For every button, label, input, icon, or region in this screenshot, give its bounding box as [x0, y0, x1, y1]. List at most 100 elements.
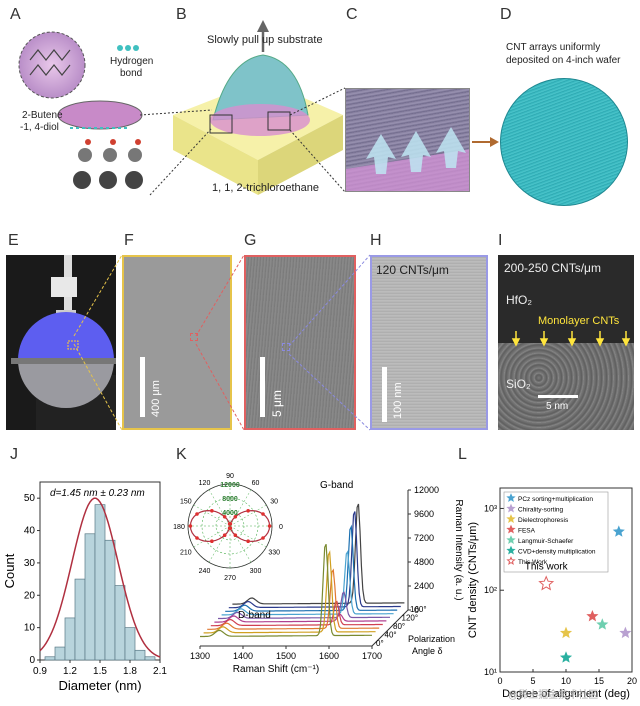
- polar-data-point: [246, 508, 250, 513]
- polar-radial-label: 12000: [220, 482, 240, 489]
- legend-label: Langmuir-Schaefer: [518, 538, 574, 545]
- x-tick-label: 20: [627, 676, 637, 686]
- panel-label-l: L: [458, 446, 467, 463]
- fit-annotation: d=1.45 nm ± 0.23 nm: [50, 488, 145, 499]
- monolayer-arrows: [511, 331, 631, 347]
- histogram-bar: [134, 649, 146, 661]
- hydrogen-bond-label-2: bond: [120, 68, 143, 79]
- legend-marker: [506, 503, 516, 513]
- legend-label: Chirality-sorting: [518, 507, 564, 514]
- angle-tick-label: 160°: [410, 605, 427, 614]
- legend-marker: [506, 514, 516, 523]
- legend-marker: [506, 545, 516, 555]
- butene-label-2: -1, 4-diol: [20, 122, 59, 133]
- histogram-bar: [144, 656, 156, 661]
- panel-label-i: I: [498, 232, 503, 249]
- panel-label-a: A: [10, 6, 21, 23]
- polar-angle-label: 300: [250, 568, 262, 575]
- y-tick-label: 50: [24, 493, 36, 504]
- polar-angle-label: 120: [199, 480, 211, 487]
- panel-label-g: G: [244, 232, 257, 249]
- y-tick-label: 20: [24, 590, 36, 601]
- polar-data-point: [195, 536, 199, 540]
- monolayer-label: Monolayer CNTs: [538, 315, 620, 327]
- raman-spectrum-line: [228, 511, 401, 609]
- x-tick-label: 2.1: [153, 666, 167, 677]
- panel-e-photo: [6, 255, 116, 430]
- polar-spoke: [229, 525, 252, 563]
- depth-axis-label-1: Polarization: [408, 634, 455, 644]
- histogram-bar: [44, 656, 56, 661]
- density-scatter-chart: 0 5 10 15 20 10¹ 10² 10³ Degree of alignment (de…: [467, 487, 637, 700]
- raman-spectrum-line: [210, 600, 383, 627]
- x-tick-label: 0: [497, 676, 502, 686]
- panel-label-h: H: [370, 232, 382, 249]
- legend-label: CVD+density multiplication: [518, 549, 596, 556]
- x-axis-label: Degree of alignment (deg): [502, 688, 630, 700]
- arrow-c-to-d: [472, 137, 499, 147]
- pull-up-label: Slowly pull up substrate: [207, 34, 323, 46]
- raman-spectrum-line: [207, 568, 380, 630]
- scatter-point: [619, 626, 632, 639]
- polar-data-point: [261, 536, 265, 540]
- x-tick-label: 15: [594, 676, 604, 686]
- polar-spoke: [208, 489, 231, 527]
- scatter-point: [559, 651, 573, 663]
- legend-label: Dielectrophoresis: [518, 517, 569, 524]
- scatter-point: [596, 618, 609, 630]
- gaussian-fit-line: [39, 497, 161, 658]
- polar-data-point: [228, 526, 233, 530]
- polar-data-point: [222, 514, 227, 519]
- y-tick-label: 4800: [414, 557, 434, 567]
- polar-spoke: [208, 525, 231, 563]
- x-tick-label: 1700: [362, 651, 382, 661]
- polar-data-point: [195, 512, 199, 516]
- panel-i-image: 200-250 CNTs/μm HfO₂ Monolayer CNTs SiO₂…: [498, 255, 634, 430]
- polar-angle-label: 240: [199, 568, 211, 575]
- y-tick-label: 12000: [414, 485, 439, 495]
- polar-data-point: [210, 508, 214, 513]
- i-scale-bar: [538, 395, 578, 398]
- zoom-lines-row2: [73, 254, 371, 431]
- panel-b-schematic: [173, 20, 343, 195]
- y-tick-label: 10: [24, 623, 36, 634]
- legend-marker: [506, 535, 516, 544]
- y-tick-label: 9600: [414, 509, 434, 519]
- legend-label: This Work: [518, 559, 548, 566]
- histogram-bar: [94, 504, 106, 661]
- polar-angle-label: 90: [226, 473, 234, 480]
- polar-angle-label: 150: [180, 499, 192, 506]
- histogram-bar: [84, 533, 96, 661]
- x-tick-label: 1.8: [123, 666, 137, 677]
- polar-spoke: [193, 504, 231, 527]
- scatter-point: [538, 575, 555, 591]
- polar-angle-label: 60: [252, 480, 260, 487]
- polar-data-point: [222, 533, 227, 538]
- panel-label-e: E: [8, 232, 19, 249]
- f-scale-bar: [140, 357, 145, 417]
- panel-c-image: [345, 88, 470, 192]
- legend-label: FESA: [518, 528, 536, 535]
- polar-data-point: [267, 524, 272, 528]
- panel-a-schematic: [18, 31, 143, 189]
- solvent-label: 1, 1, 2-trichloroethane: [212, 182, 320, 194]
- polar-data-point: [261, 512, 265, 516]
- zoom-circle: [18, 31, 86, 99]
- x-tick-label: 5: [530, 676, 535, 686]
- panel-label-d: D: [500, 6, 512, 23]
- y-tick-label: 2400: [414, 581, 434, 591]
- depth-axis-line: [371, 609, 409, 647]
- y-tick-label: 0: [29, 655, 35, 666]
- h-scale-bar: [382, 367, 387, 422]
- g-scale-bar: [260, 357, 265, 417]
- panel-label-j: J: [10, 446, 18, 463]
- y-axis-label: Raman Intensity (a. u.): [453, 499, 464, 600]
- substrate: [212, 54, 309, 121]
- zoom-lines-row1: [139, 87, 346, 196]
- x-tick-label: 1400: [233, 651, 253, 661]
- wafer-image: [500, 78, 628, 206]
- polar-spoke: [229, 489, 252, 527]
- y-axis-label: CNT density (CNTs/μm): [467, 522, 479, 638]
